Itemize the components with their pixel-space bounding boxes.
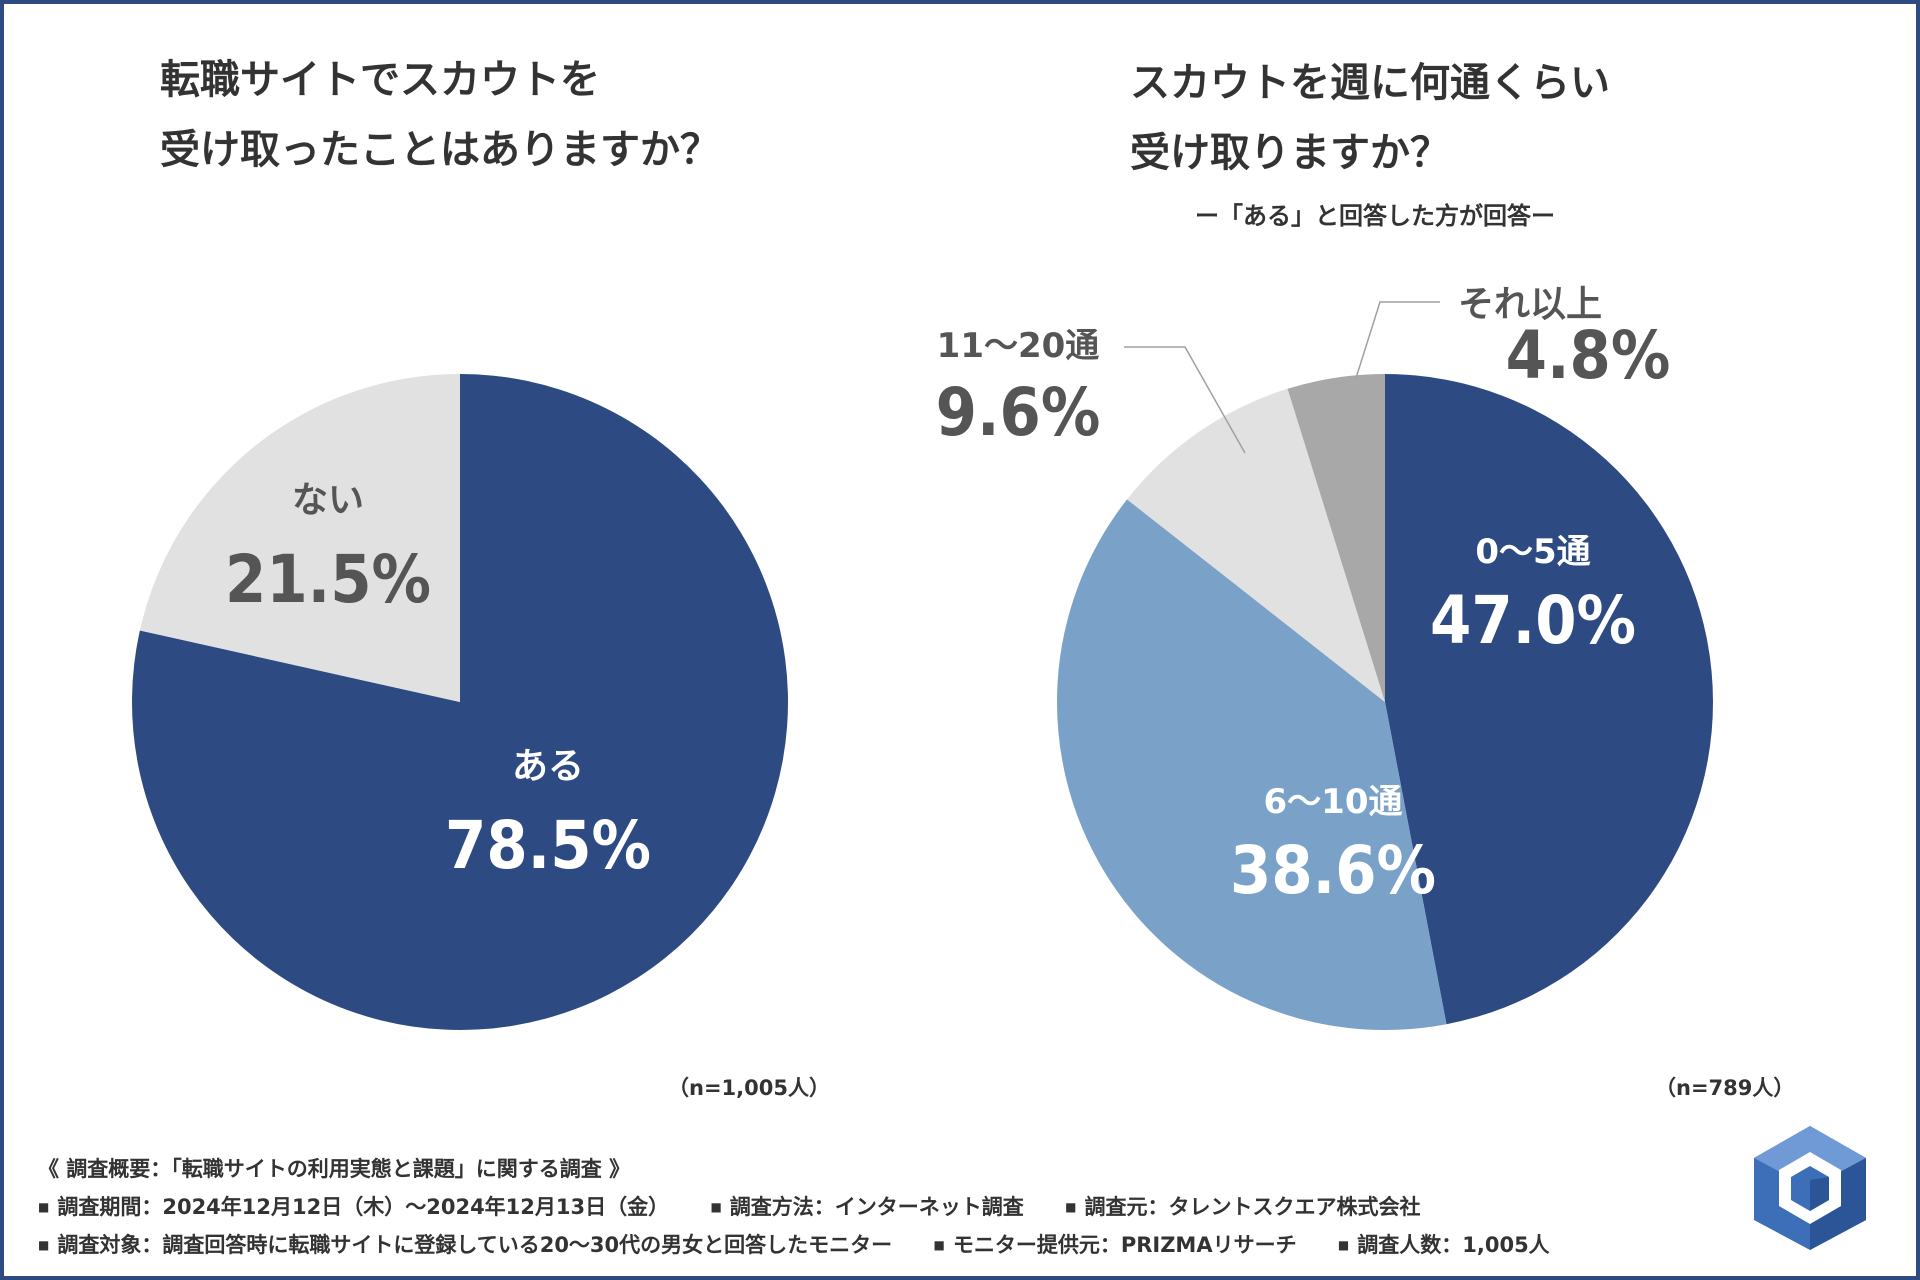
left-title-line-2: 受け取ったことはありますか？	[160, 127, 720, 173]
survey-target-text: 調査対象：調査回答時に転職サイトに登録している20〜30代の男女と回答したモニタ…	[57, 1233, 893, 1257]
right-pie-leader-line-3	[1355, 301, 1440, 379]
left-pie-value-label-0: 78.5%	[445, 807, 651, 884]
left-sample-size: （n=1,005人）	[668, 1076, 830, 1100]
right-title-line-1: スカウトを週に何通くらい	[1130, 60, 1610, 106]
right-pie-value-label-3: 4.8%	[1506, 317, 1671, 394]
respondent-count-text: 調査人数：1,005人	[1357, 1233, 1550, 1257]
right-chart-title: スカウトを週に何通くらい 受け取りますか？	[1130, 48, 1610, 188]
left-pie-category-label-0: ある	[512, 746, 584, 787]
left-pie-chart: ある 78.5% ない 21.5%	[131, 374, 788, 1030]
right-pie-category-label-3: それ以上	[1458, 284, 1602, 325]
right-pie-category-label-2: 11〜20通	[937, 326, 1100, 366]
overview-row-3: ■ 調査対象：調査回答時に転職サイトに登録している20〜30代の男女と回答したモニ…	[38, 1226, 1584, 1264]
overview-title: 《 調査概要：「転職サイトの利用実態と課題」に関する調査 》	[38, 1157, 631, 1181]
survey-target: ■ 調査対象：調査回答時に転職サイトに登録している20〜30代の男女と回答したモニ…	[38, 1233, 893, 1257]
right-sample-size: （n=789人）	[1655, 1076, 1795, 1100]
survey-source-text: 調査元：タレントスクエア株式会社	[1084, 1195, 1421, 1219]
right-pie-category-label-0: 0〜5通	[1475, 532, 1590, 572]
right-pie-slice-2	[1127, 388, 1385, 702]
left-title-line-1: 転職サイトでスカウトを	[160, 57, 600, 103]
right-pie-value-label-0: 47.0%	[1430, 582, 1636, 659]
monitor-provider: ■ モニター提供元：PRIZMAリサーチ	[933, 1233, 1297, 1257]
survey-method-text: 調査方法：インターネット調査	[729, 1195, 1024, 1219]
left-pie-slice-0	[131, 374, 788, 1030]
left-pie-value-label-1: 21.5%	[225, 541, 431, 618]
right-chart-subtitle: ー「ある」と回答した方が回答ー	[1195, 202, 1555, 230]
right-pie-category-label-1: 6〜10通	[1264, 782, 1403, 822]
survey-period-text: 調査期間：2024年12月12日（木）〜2024年12月13日（金）	[57, 1195, 670, 1219]
right-title-line-2: 受け取りますか？	[1130, 130, 1450, 176]
left-pie-slice-1	[139, 374, 461, 702]
right-pie-value-label-1: 38.6%	[1230, 832, 1436, 909]
survey-source: ■ 調査元：タレントスクエア株式会社	[1065, 1195, 1421, 1219]
right-pie-slice-3	[1287, 374, 1385, 702]
left-pie-category-label-1: ない	[292, 480, 364, 521]
overview-row-2: ■ 調査期間：2024年12月12日（木）〜2024年12月13日（金） ■ 調査方…	[38, 1188, 1584, 1226]
left-chart-title: 転職サイトでスカウトを 受け取ったことはありますか？	[160, 45, 720, 185]
survey-overview: 《 調査概要：「転職サイトの利用実態と課題」に関する調査 》 ■ 調査期間：202…	[38, 1150, 1584, 1264]
right-pie-value-label-2: 9.6%	[936, 374, 1101, 451]
right-pie-slice-1	[1057, 499, 1447, 1030]
monitor-provider-text: モニター提供元：PRIZMAリサーチ	[952, 1233, 1297, 1257]
survey-period: ■ 調査期間：2024年12月12日（木）〜2024年12月13日（金）	[38, 1195, 670, 1219]
survey-method: ■ 調査方法：インターネット調査	[710, 1195, 1024, 1219]
right-pie-slice-0	[1385, 374, 1713, 1025]
right-pie-leader-line-2	[1124, 346, 1246, 454]
respondent-count: ■ 調査人数：1,005人	[1337, 1233, 1550, 1257]
company-logo-icon	[1754, 1126, 1866, 1250]
